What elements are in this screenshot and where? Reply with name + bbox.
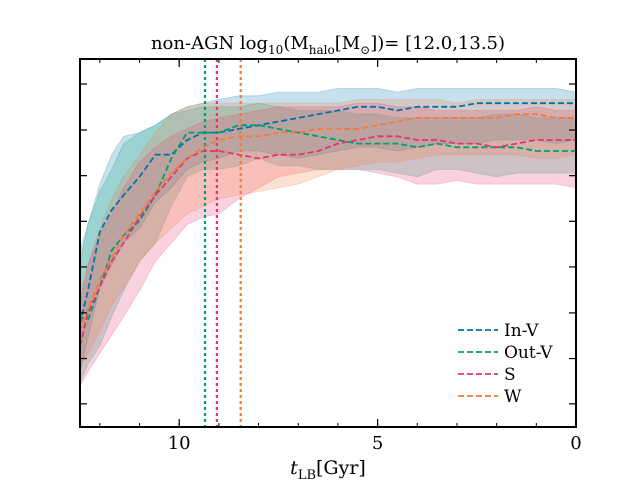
legend-label: W <box>504 387 522 407</box>
x-tick-label: 0 <box>570 433 581 454</box>
axis-ticks: 10 5 0 <box>80 59 582 454</box>
band-w <box>79 99 577 369</box>
plot-frame <box>79 58 577 428</box>
series-lines <box>79 102 576 347</box>
line-out-v <box>79 124 576 322</box>
legend-label: S <box>504 365 516 385</box>
legend-label: In-V <box>504 321 539 341</box>
chart-title: non-AGN log10(Mhalo[M⊙])= [12.0,13.5) <box>151 33 505 57</box>
legend-label: Out-V <box>504 343 553 363</box>
line-w <box>79 113 576 332</box>
x-tick-label: 5 <box>372 433 383 454</box>
line-in-v <box>79 102 576 325</box>
vertical-lines <box>203 59 242 427</box>
x-axis-title: tLB[Gyr] <box>290 457 366 480</box>
shaded-bands <box>79 88 577 387</box>
x-tick-label: 10 <box>168 433 191 454</box>
